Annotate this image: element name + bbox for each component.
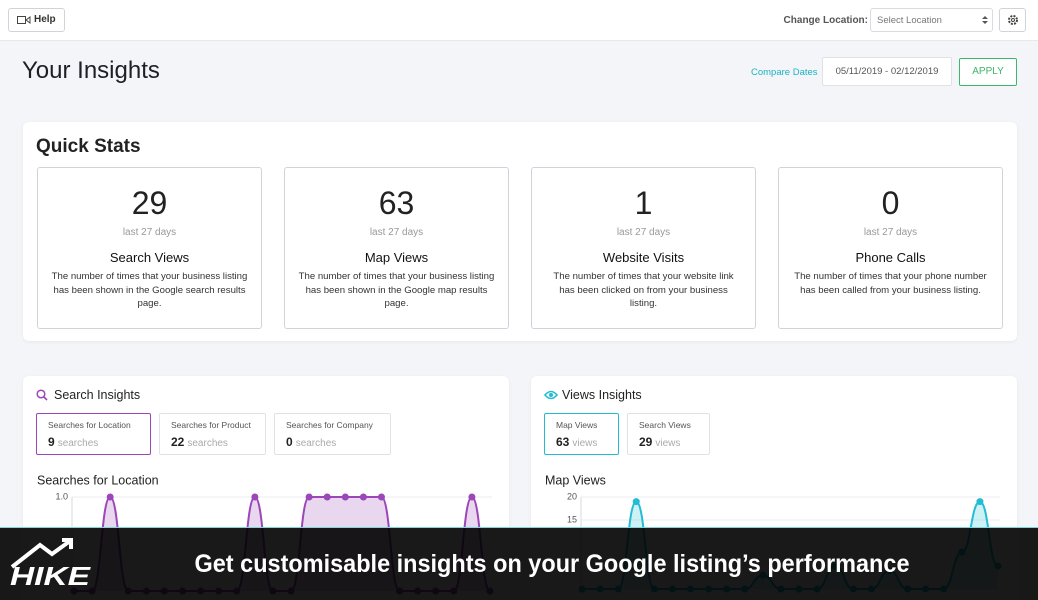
banner: HIKE Get customisable insights on your G…	[0, 527, 1038, 600]
tab-value-row: 0 searches	[286, 433, 380, 451]
stat-label: Website Visits	[602, 250, 685, 265]
point	[323, 493, 331, 501]
stat-value: 0	[881, 185, 900, 221]
apply-label: APPLY	[972, 66, 1004, 77]
tab-label: Searches for Product	[171, 420, 251, 430]
point	[305, 493, 313, 501]
stat-description: The number of times that your business l…	[298, 271, 495, 309]
y-tick-label: 20	[567, 491, 577, 501]
tab-unit: searches	[295, 438, 337, 449]
help-button[interactable]: Help	[8, 8, 65, 32]
location-select[interactable]: Select Location	[870, 8, 993, 32]
y-tick-label: 15	[567, 514, 577, 524]
point	[106, 493, 114, 501]
top-bar	[0, 0, 1038, 41]
gear-icon	[1008, 15, 1018, 25]
stat-box: 1 last 27 days Website Visits The number of…	[531, 167, 756, 329]
tab-unit: searches	[57, 438, 99, 449]
stat-description: The number of times that your phone numb…	[794, 271, 987, 296]
panel-title: Search Insights	[54, 388, 141, 402]
tab-value: 9	[48, 435, 55, 449]
panel-title: Views Insights	[562, 388, 642, 402]
tab-value-row: 29 views	[639, 433, 699, 451]
y-tick-label: 1.0	[55, 491, 68, 501]
chart-title: Searches for Location	[37, 473, 159, 487]
stat-period: last 27 days	[369, 227, 424, 238]
quick-stats-card: Quick Stats 29 last 27 days Search Views Th…	[23, 122, 1017, 341]
insight-tab[interactable]: Search Views 29 views	[627, 413, 710, 455]
stat-label: Phone Calls	[855, 250, 926, 265]
settings-button[interactable]	[999, 8, 1026, 32]
tab-value-row: 22 searches	[171, 433, 255, 451]
point	[468, 493, 476, 501]
stat-label: Search Views	[109, 250, 190, 265]
apply-button[interactable]: APPLY	[959, 58, 1017, 86]
stat-label: Map Views	[364, 250, 429, 265]
compare-dates-link[interactable]: Compare Dates	[751, 67, 818, 78]
stat-value: 1	[634, 185, 653, 221]
tab-unit: searches	[187, 438, 228, 449]
search-icon	[36, 389, 48, 401]
eye-icon	[544, 390, 558, 400]
stat-box: 0 last 27 days Phone Calls The number of ti…	[778, 167, 1003, 329]
tab-label: Searches for Location	[48, 420, 131, 430]
date-range-input[interactable]: 05/11/2019 - 02/12/2019	[822, 57, 952, 86]
tab-value: 22	[171, 435, 185, 449]
insight-tab[interactable]: Searches for Company 0 searches	[274, 413, 391, 455]
tab-label: Search Views	[639, 420, 691, 430]
tab-value-row: 63 views	[556, 433, 608, 451]
stat-value: 29	[131, 185, 168, 221]
date-range: 05/11/2019 - 02/12/2019	[835, 66, 939, 77]
insight-tab[interactable]: Map Views 63 views	[544, 413, 619, 455]
help-label: Help	[34, 14, 56, 25]
tab-unit: views	[655, 438, 681, 449]
banner-background	[0, 527, 1038, 600]
tab-value: 63	[556, 435, 570, 449]
stat-box: 29 last 27 days Search Views The number of …	[37, 167, 262, 329]
video-icon	[17, 16, 31, 24]
point	[341, 493, 349, 501]
point	[632, 498, 640, 506]
select-arrows	[982, 16, 988, 24]
tab-value: 0	[286, 435, 293, 449]
stat-period: last 27 days	[863, 227, 918, 238]
select-placeholder: Select Location	[877, 15, 942, 26]
stat-description: The number of times that your website li…	[553, 271, 734, 309]
stat-period: last 27 days	[616, 227, 671, 238]
change-location-label: Change Location:	[783, 15, 868, 26]
stat-period: last 27 days	[122, 227, 177, 238]
tab-label: Searches for Company	[286, 420, 373, 430]
tab-unit: views	[572, 438, 598, 449]
tab-value-row: 9 searches	[48, 433, 140, 451]
tab-label: Map Views	[556, 420, 598, 430]
quick-stats-title: Quick Stats	[36, 136, 141, 157]
point	[377, 493, 385, 501]
logo-arrow	[10, 538, 73, 569]
point	[976, 498, 984, 506]
banner-text: Get customisable insights on your Google…	[195, 550, 910, 578]
chart-title: Map Views	[545, 473, 606, 487]
insight-tab[interactable]: Searches for Location 9 searches	[36, 413, 151, 455]
page-title: Your Insights	[22, 57, 160, 84]
stat-description: The number of times that your business l…	[51, 271, 248, 309]
tab-value: 29	[639, 435, 653, 449]
insight-tab[interactable]: Searches for Product 22 searches	[159, 413, 266, 455]
stat-value: 63	[378, 185, 415, 221]
point	[251, 493, 259, 501]
logo-text: HIKE	[10, 561, 91, 591]
point	[359, 493, 367, 501]
stat-box: 63 last 27 days Map Views The number of tim…	[284, 167, 509, 329]
